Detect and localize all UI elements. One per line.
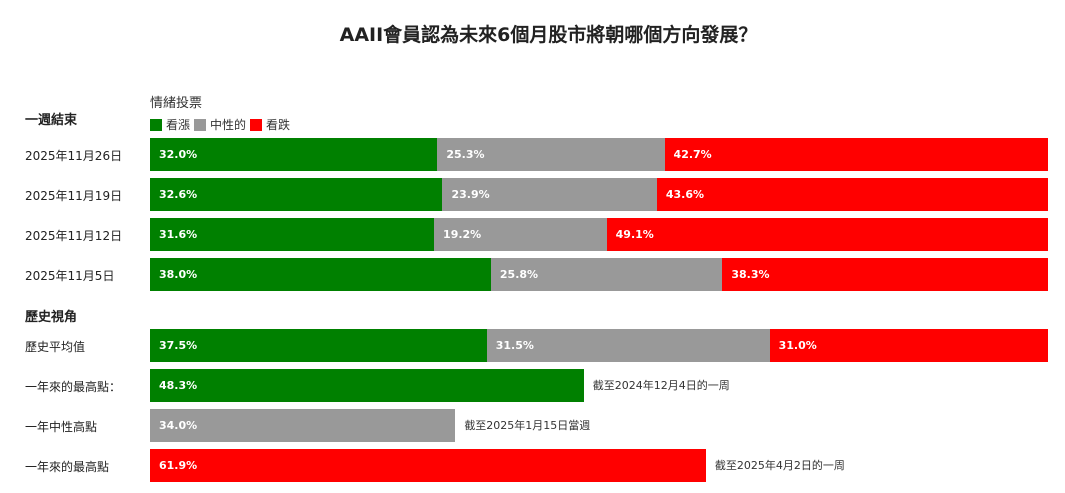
legend-item-neutral: 中性的: [194, 116, 246, 133]
bar-segment-neutral: 23.9%: [442, 178, 657, 211]
row-label-historical: 歷史平均值: [25, 340, 86, 354]
bar-segment-neutral: 25.8%: [490, 258, 723, 291]
bar-segment-neutral: 34.0%: [150, 409, 456, 442]
row-label-historical: 一年來的最高點：: [25, 380, 122, 394]
weekly-bar-row: 31.6% 19.2% 49.1%: [150, 218, 1048, 251]
legend-item-bearish: 看跌: [250, 116, 290, 133]
historical-bar-row: 34.0%: [150, 409, 1048, 442]
bar-segment-neutral: 25.3%: [437, 138, 665, 171]
legend-item-bullish: 看漲: [150, 116, 190, 133]
chart-title: AAII會員認為未來6個月股市將朝哪個方向發展？: [339, 24, 758, 46]
row-label-historical: 一年中性高點: [25, 420, 98, 434]
row-label-week: 2025年11月26日: [25, 149, 123, 163]
bar-segment-bullish: 37.5%: [150, 329, 487, 362]
legend: 看漲 中性的 看跌: [150, 116, 294, 133]
legend-label-neutral: 中性的: [210, 118, 247, 132]
legend-title: 情緒投票: [150, 96, 203, 111]
section-weekly-label: 一週結束: [25, 113, 78, 128]
bar-segment-bullish: 31.6%: [150, 218, 435, 251]
row-label-week: 2025年11月5日: [25, 269, 115, 283]
weekly-bar-row: 38.0% 25.8% 38.3%: [150, 258, 1048, 291]
bar-segment-neutral: 31.5%: [486, 329, 770, 362]
legend-swatch-neutral: [194, 118, 207, 131]
bar-note: 截至2025年4月2日的一周: [714, 459, 845, 472]
bar-segment-bullish: 38.0%: [150, 258, 491, 291]
legend-label-bearish: 看跌: [266, 118, 291, 132]
bar-segment-bearish: 49.1%: [606, 218, 1048, 251]
historical-bar-row: 37.5% 31.5% 31.0%: [150, 329, 1048, 362]
row-label-week: 2025年11月19日: [25, 189, 123, 203]
historical-bar-row: 61.9%: [150, 449, 1048, 482]
weekly-bar-row: 32.0% 25.3% 42.7%: [150, 138, 1048, 171]
bar-segment-bullish: 32.0%: [150, 138, 438, 171]
bar-segment-bullish: 48.3%: [150, 369, 584, 402]
bar-segment-bearish: 61.9%: [150, 449, 706, 482]
historical-bar-row: 48.3%: [150, 369, 1048, 402]
weekly-bar-row: 32.6% 23.9% 43.6%: [150, 178, 1048, 211]
bar-note: 截至2025年1月15日當週: [464, 419, 591, 432]
row-label-historical: 一年來的最高點: [25, 460, 110, 474]
bar-segment-neutral: 19.2%: [434, 218, 607, 251]
bar-segment-bearish: 43.6%: [656, 178, 1048, 211]
bar-segment-bullish: 32.6%: [150, 178, 443, 211]
legend-swatch-bullish: [150, 118, 162, 131]
bar-segment-bearish: 38.3%: [722, 258, 1048, 291]
row-label-week: 2025年11月12日: [25, 229, 123, 243]
bar-note: 截至2024年12月4日的一周: [592, 379, 730, 392]
legend-label-bullish: 看漲: [166, 118, 191, 132]
section-historical-label: 歷史視角: [25, 310, 78, 325]
bar-segment-bearish: 42.7%: [664, 138, 1048, 171]
bar-segment-bearish: 31.0%: [769, 329, 1048, 362]
legend-swatch-bearish: [250, 118, 263, 131]
